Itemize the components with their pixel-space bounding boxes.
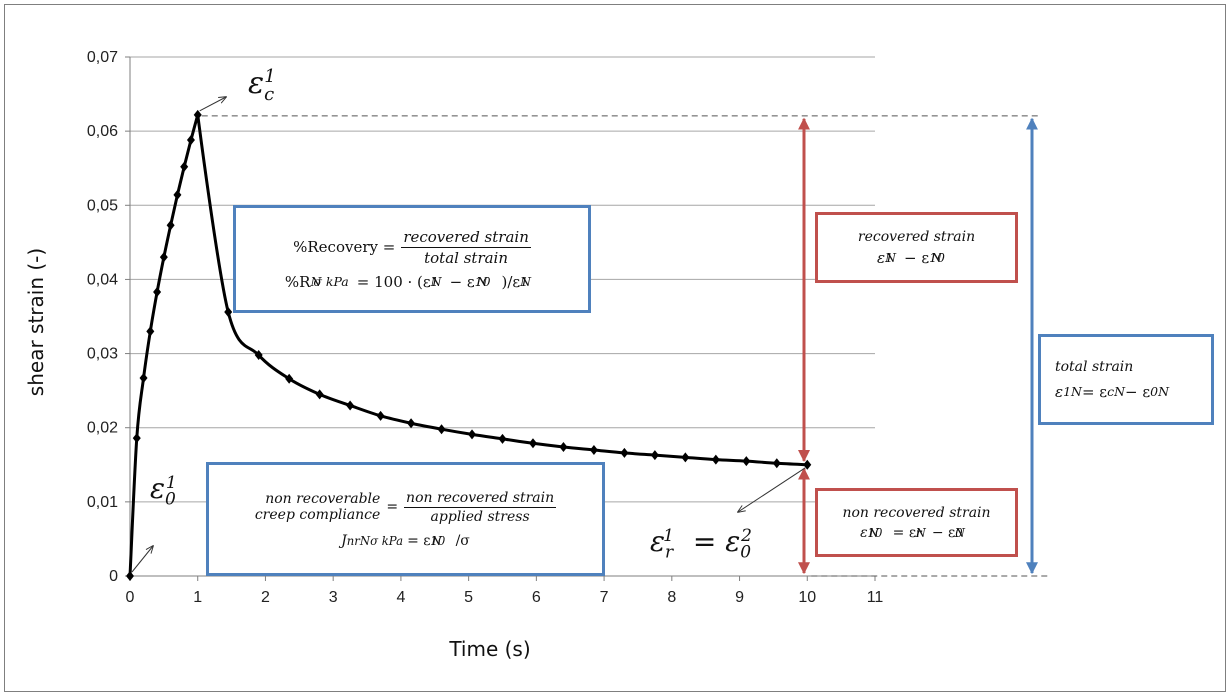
annotation-lines (131, 97, 1048, 577)
jnr-formula-box: non recoverable creep compliance = non r… (206, 462, 605, 576)
x-tick-label: 11 (867, 589, 884, 606)
epsilon-c-label: εc1 (248, 66, 276, 105)
data-point (346, 400, 355, 411)
data-point (498, 433, 507, 444)
curve-layer (126, 109, 812, 581)
data-point (681, 452, 690, 463)
axes: 0 0,01 0,02 0,03 0,04 0,05 0,06 0,07 0 1 2 3 4 5 6 7 8 9 1… (87, 49, 884, 606)
x-tick-label: 1 (193, 589, 202, 606)
data-point (146, 326, 155, 337)
data-point (559, 441, 568, 452)
x-tick-label: 7 (600, 589, 609, 606)
data-point (166, 220, 175, 231)
data-point (620, 447, 629, 458)
y-tick-label: 0,03 (87, 346, 118, 363)
data-point (132, 433, 141, 444)
jnr-lhs-line2: creep compliance (254, 507, 381, 523)
data-point (126, 571, 134, 581)
data-point (315, 389, 324, 400)
data-point (803, 459, 812, 470)
recovery-formula-box: %Recovery = recovered strain total strai… (233, 205, 591, 313)
data-point (173, 189, 182, 200)
x-axis-title: Time (s) (448, 637, 530, 661)
recovery-lhs: %Recovery = (293, 238, 396, 256)
total-strain-title: total strain (1055, 358, 1134, 375)
y-tick-label: 0,01 (87, 494, 118, 511)
x-tick-label: 4 (396, 589, 405, 606)
data-point (650, 450, 659, 461)
x-tick-label: 3 (329, 589, 338, 606)
recovery-denominator: total strain (424, 248, 509, 267)
data-point (528, 438, 537, 449)
y-tick-label: 0,05 (87, 197, 118, 214)
x-tick-label: 2 (261, 589, 270, 606)
data-point (186, 135, 195, 146)
strain-curve (128, 114, 808, 577)
data-point (285, 373, 294, 384)
y-tick-label: 0,06 (87, 123, 118, 140)
recovery-numerator: recovered strain (401, 227, 531, 248)
data-point (153, 287, 162, 298)
data-point (180, 161, 189, 172)
y-tick-label: 0,02 (87, 420, 118, 437)
data-point (254, 350, 263, 361)
y-tick-label: 0 (109, 568, 118, 585)
x-tick-label: 5 (464, 589, 473, 606)
x-tick-label: 6 (532, 589, 541, 606)
epsilon-0-label: ε01 (150, 472, 177, 510)
data-point (772, 458, 781, 469)
x-tick-label: 8 (667, 589, 676, 606)
x-tick-label: 10 (798, 589, 816, 606)
figure-frame (4, 4, 1226, 692)
non-recovered-strain-title: non recovered strain (842, 504, 991, 521)
data-point (139, 373, 148, 384)
epsilon-r-label: εr1 = ε02 (650, 525, 752, 563)
data-point (589, 444, 598, 455)
jnr-lhs-line1: non recoverable (265, 491, 381, 507)
data-point (742, 456, 751, 467)
epsilon-c-pointer (199, 97, 226, 112)
data-point (376, 410, 385, 421)
jnr-denominator: applied stress (430, 508, 530, 525)
data-point (468, 429, 477, 440)
y-axis-title: shear strain (-) (24, 248, 48, 396)
data-point (407, 418, 416, 429)
data-point (224, 307, 233, 318)
data-point (159, 252, 168, 263)
epsilon-r-pointer (738, 467, 806, 512)
y-tick-label: 0,04 (87, 271, 118, 288)
jnr-numerator: non recovered strain (404, 489, 557, 508)
x-tick-label: 9 (735, 589, 744, 606)
recovered-strain-title: recovered strain (857, 228, 976, 245)
epsilon-0-pointer (131, 546, 153, 573)
x-tick-label: 0 (126, 589, 135, 606)
y-tick-label: 0,07 (87, 49, 118, 66)
data-point (437, 424, 446, 435)
data-point (711, 454, 720, 465)
data-point (193, 109, 202, 120)
